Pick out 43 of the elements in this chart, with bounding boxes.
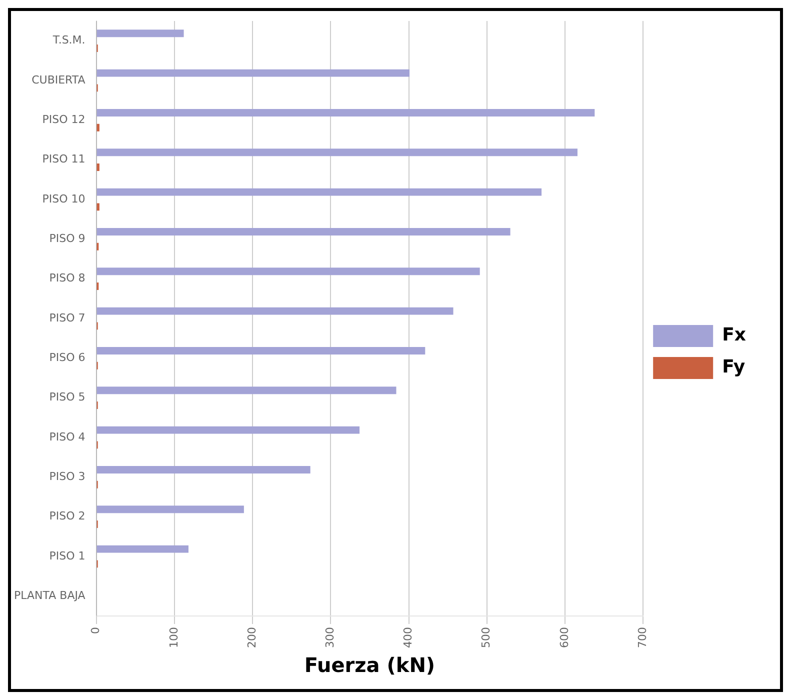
bar: [96, 545, 188, 553]
x-tick-label: 200: [245, 627, 258, 648]
x-tick-label: 100: [167, 627, 180, 648]
x-tick-label: 600: [558, 627, 571, 648]
y-tick-label: PISO 7: [49, 311, 86, 324]
y-tick-label: PISO 10: [42, 192, 86, 206]
y-tick-label: PISO 11: [42, 152, 86, 166]
legend-label: Fy: [722, 356, 746, 378]
y-tick-label: PISO 5: [49, 390, 86, 404]
bar: [96, 109, 595, 116]
bar: [96, 188, 542, 196]
y-tick-label: PISO 3: [49, 470, 86, 484]
x-tick-label: 700: [636, 627, 649, 648]
y-tick-label: PISO 12: [42, 113, 86, 126]
y-tick-label: PLANTA BAJA: [14, 589, 86, 602]
x-tick-label: 0: [89, 627, 102, 634]
x-tick-label: 500: [480, 627, 493, 648]
bar: [96, 228, 510, 236]
bar: [96, 164, 100, 171]
y-tick-label: PISO 9: [49, 232, 86, 246]
bar: [96, 30, 184, 38]
bar: [96, 203, 100, 211]
bar: [96, 466, 310, 474]
bar: [96, 124, 100, 132]
x-tick-label: 300: [324, 627, 336, 648]
bar: [96, 148, 578, 156]
legend-label: Fx: [722, 324, 746, 346]
bar: [96, 426, 360, 434]
y-tick-label: PISO 8: [49, 272, 86, 285]
x-tick-label: 400: [402, 627, 415, 648]
bar: [96, 268, 480, 276]
y-tick-label: PISO 4: [49, 430, 86, 444]
y-tick-label: PISO 6: [49, 351, 86, 364]
x-axis-title: Fuerza (kN): [304, 653, 436, 678]
bar: [96, 69, 410, 77]
y-tick-label: PISO 2: [49, 510, 86, 523]
bar: [96, 386, 396, 394]
bar: [96, 347, 426, 354]
y-tick-label: PISO 1: [49, 549, 86, 562]
y-tick-label: CUBIERTA: [32, 73, 86, 86]
bar: [96, 506, 244, 514]
y-tick-label: T.S.M.: [52, 34, 86, 47]
bar: [96, 307, 454, 315]
